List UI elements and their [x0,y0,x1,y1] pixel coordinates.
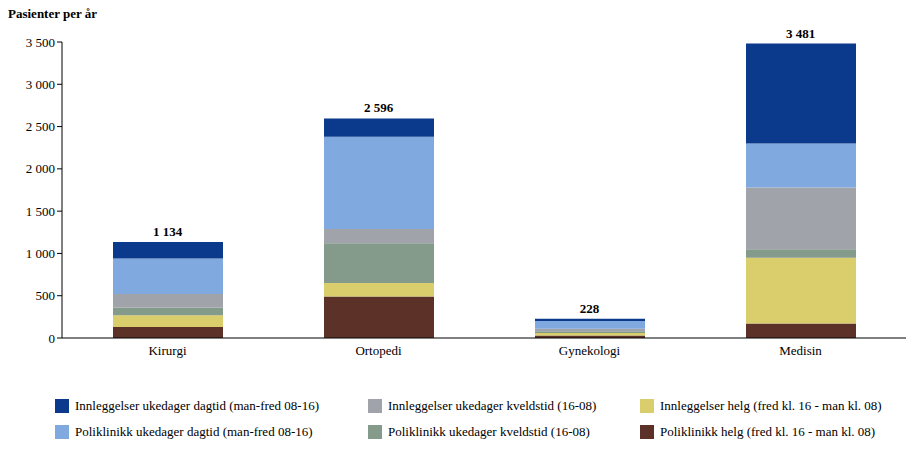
html-text:Innleggelser helg (fred kl. 16: Innleggelser helg (fred kl. 16 - man kl.… [660,398,882,413]
svg-text:0: 0 [49,331,56,346]
svg-text:2 000: 2 000 [26,161,55,176]
svg-text:3 500: 3 500 [26,35,55,50]
svg-text:Medisin: Medisin [779,343,822,358]
svg-text:1 134: 1 134 [153,224,183,239]
svg-text:1 500: 1 500 [26,204,55,219]
svg-text:1 000: 1 000 [26,246,55,261]
html-text:Innleggelser ukedager dagtid (: Innleggelser ukedager dagtid (man-fred 0… [75,398,319,413]
html-text:Poliklinikk ukedager kveldstid: Poliklinikk ukedager kveldstid (16-08) [388,424,590,439]
html-text:Pasienter per år: Pasienter per år [8,6,98,21]
svg-text:Ortopedi: Ortopedi [355,343,402,358]
svg-text:228: 228 [580,301,600,316]
svg-text:Gynekologi: Gynekologi [559,343,621,358]
svg-text:Kirurgi: Kirurgi [148,343,186,358]
svg-text:500: 500 [36,288,56,303]
html-text:Poliklinikk ukedager dagtid (m: Poliklinikk ukedager dagtid (man-fred 08… [75,424,313,439]
svg-text:3 000: 3 000 [26,77,55,92]
svg-text:3 481: 3 481 [786,26,815,41]
html-text:Poliklinikk helg (fred kl. 16: Poliklinikk helg (fred kl. 16 - man kl. … [660,424,876,439]
svg-text:2 596: 2 596 [364,100,394,115]
svg-text:2 500: 2 500 [26,119,55,134]
html-text:Innleggelser ukedager kveldsti: Innleggelser ukedager kveldstid (16-08) [388,398,597,413]
